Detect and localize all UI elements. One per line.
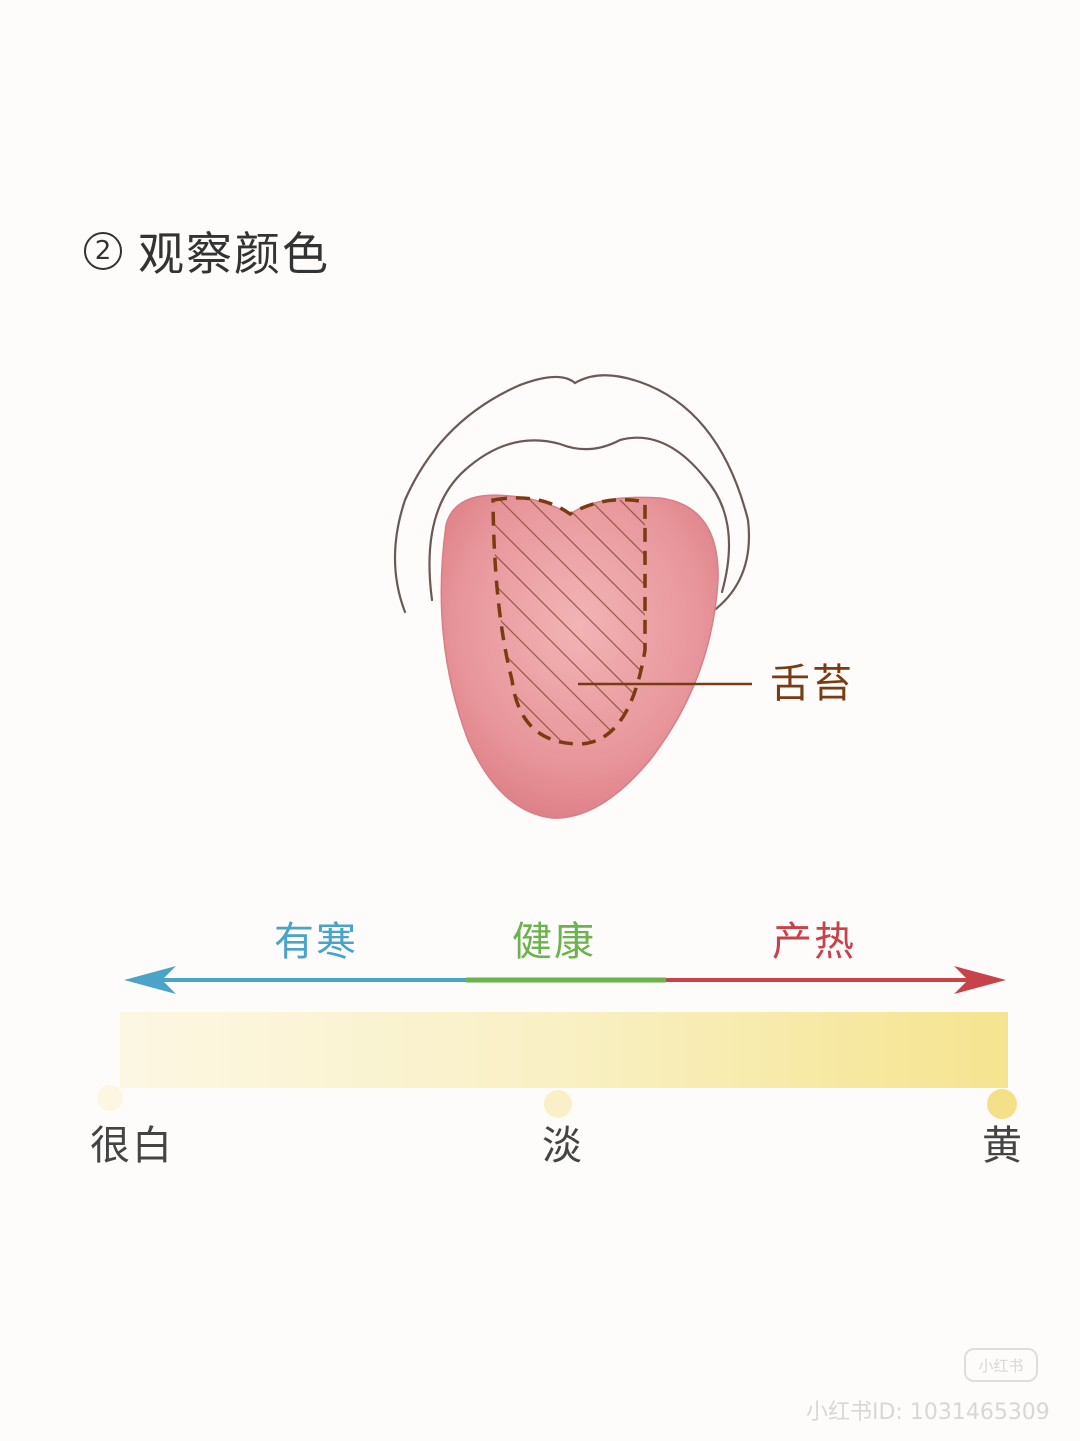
arrow-left-head <box>124 966 176 994</box>
dot-yellow <box>987 1089 1017 1119</box>
scale-label-healthy: 健康 <box>512 919 596 965</box>
scale-label-cold: 有寒 <box>274 919 358 965</box>
scale-label-heat: 产热 <box>772 919 856 965</box>
color-label-pale: 淡 <box>542 1123 584 1169</box>
coating-hatch <box>493 497 645 744</box>
arrow-right-head <box>954 966 1006 994</box>
watermark-logo: 小红书 <box>964 1348 1038 1382</box>
tongue-body <box>440 494 719 819</box>
dot-white <box>97 1085 123 1111</box>
coating-label: 舌苔 <box>770 661 854 707</box>
section-title: 2 观察颜色 <box>84 218 330 284</box>
mouth-outline <box>393 374 750 614</box>
scale-arrow <box>124 966 1006 994</box>
section-number: 2 <box>84 232 122 270</box>
color-label-yellow: 黄 <box>982 1123 1024 1169</box>
coating-outline <box>491 496 647 746</box>
watermark-id: 小红书ID: 1031465309 <box>806 1400 1050 1425</box>
coating-color-bar <box>120 1012 1008 1088</box>
section-title-text: 观察颜色 <box>138 227 330 281</box>
dot-pale <box>544 1090 572 1118</box>
color-label-white: 很白 <box>90 1123 174 1169</box>
